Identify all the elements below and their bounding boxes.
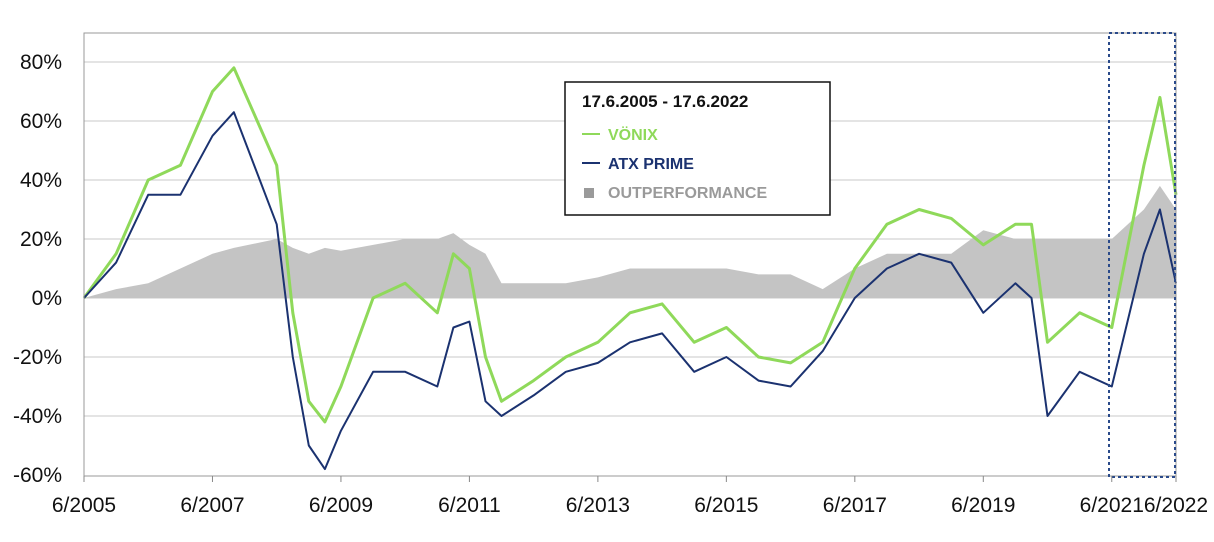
x-tick-label: 6/2019	[951, 494, 1015, 517]
x-tick-label: 6/2013	[566, 494, 630, 517]
y-tick-label: 60%	[20, 110, 62, 133]
legend-label-atx-prime: ATX PRIME	[608, 156, 694, 173]
series-vonix-line	[82, 66, 1178, 424]
y-tick-label: 0%	[32, 287, 62, 310]
legend: 17.6.2005 - 17.6.2022 VÖNIX ATX PRIME OU…	[564, 81, 831, 216]
series-outperformance	[84, 185, 1176, 298]
y-tick-label: 80%	[20, 51, 62, 74]
y-tick-label: 40%	[20, 169, 62, 192]
x-tick-label: 6/2011	[438, 494, 501, 517]
highlight-box	[1108, 32, 1176, 478]
y-tick-label: -40%	[13, 405, 62, 428]
x-tick-label: 6/2007	[180, 494, 244, 517]
x-tick-label: 6/2022	[1144, 494, 1208, 517]
y-tick-label: -20%	[13, 346, 62, 369]
x-tick-label: 6/2015	[694, 494, 758, 517]
x-tick-label: 6/2005	[52, 494, 116, 517]
y-tick-label: -60%	[13, 464, 62, 487]
legend-box	[564, 81, 831, 216]
outperformance-area-layer	[84, 185, 1176, 298]
y-axis: 80% 60% 40% 20% 0% -20% -40% -60%	[13, 51, 62, 487]
series-atx-prime-line	[83, 111, 1177, 471]
x-axis: 6/2005 6/2007 6/2009 6/2011 6/2013 6/2015 6/20…	[52, 476, 1208, 517]
x-tick-label: 6/2017	[823, 494, 887, 517]
series-lines-layer	[82, 66, 1178, 471]
x-tick-label: 6/2021	[1080, 494, 1144, 517]
legend-label-vonix: VÖNIX	[608, 125, 658, 144]
legend-swatch-outperformance	[584, 188, 594, 198]
plot-frame	[83, 32, 1177, 477]
y-tick-label: 20%	[20, 228, 62, 251]
x-tick-label: 6/2009	[309, 494, 373, 517]
legend-title: 17.6.2005 - 17.6.2022	[582, 92, 748, 111]
legend-label-outperformance: OUTPERFORMANCE	[608, 185, 767, 202]
